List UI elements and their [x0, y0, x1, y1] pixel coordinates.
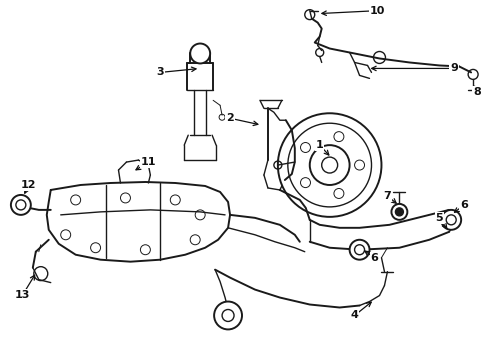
- Text: 4: 4: [351, 310, 359, 320]
- Circle shape: [214, 302, 242, 329]
- Circle shape: [190, 44, 210, 63]
- Text: 6: 6: [370, 253, 378, 263]
- Text: 9: 9: [450, 63, 458, 73]
- Text: 6: 6: [460, 200, 468, 210]
- Circle shape: [11, 195, 31, 215]
- Circle shape: [441, 210, 461, 230]
- Circle shape: [278, 113, 382, 217]
- Circle shape: [392, 204, 407, 220]
- Text: 10: 10: [370, 6, 385, 15]
- Text: 13: 13: [15, 289, 30, 300]
- Text: 8: 8: [473, 87, 481, 97]
- Text: 2: 2: [226, 113, 234, 123]
- Circle shape: [395, 208, 403, 216]
- Circle shape: [349, 240, 369, 260]
- Text: 3: 3: [156, 67, 164, 77]
- Polygon shape: [47, 182, 230, 262]
- Text: 5: 5: [436, 213, 443, 223]
- Text: 12: 12: [21, 180, 37, 190]
- Text: 1: 1: [316, 140, 323, 150]
- Text: 11: 11: [141, 157, 156, 167]
- Text: 7: 7: [384, 191, 392, 201]
